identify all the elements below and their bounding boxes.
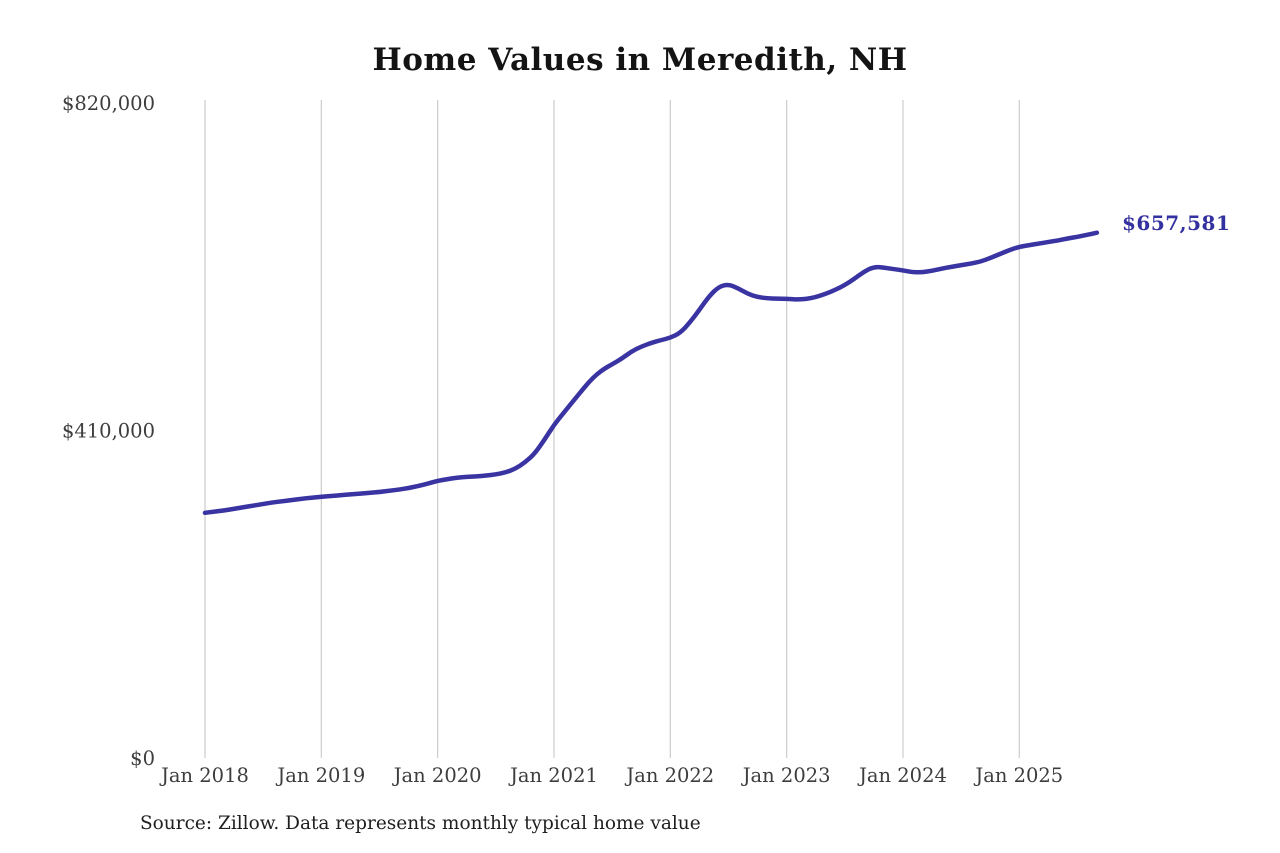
- y-tick-label: $410,000: [62, 420, 155, 443]
- home-value-series-line: [202, 230, 1100, 516]
- x-tick-label: Jan 2021: [508, 764, 598, 787]
- x-tick-label: Jan 2025: [973, 764, 1063, 787]
- x-tick-label: Jan 2020: [392, 764, 482, 787]
- chart-title: Home Values in Meredith, NH: [372, 42, 908, 78]
- x-tick-label: Jan 2019: [275, 764, 365, 787]
- y-tick-label: $820,000: [62, 92, 155, 115]
- end-value-label: $657,581: [1122, 211, 1231, 235]
- x-tick-label: Jan 2023: [741, 764, 831, 787]
- source-note: Source: Zillow. Data represents monthly …: [140, 813, 701, 834]
- x-tick-label: Jan 2022: [624, 764, 714, 787]
- x-tick-label: Jan 2024: [857, 764, 947, 787]
- y-tick-label: $0: [130, 747, 155, 770]
- x-tick-label: Jan 2018: [159, 764, 249, 787]
